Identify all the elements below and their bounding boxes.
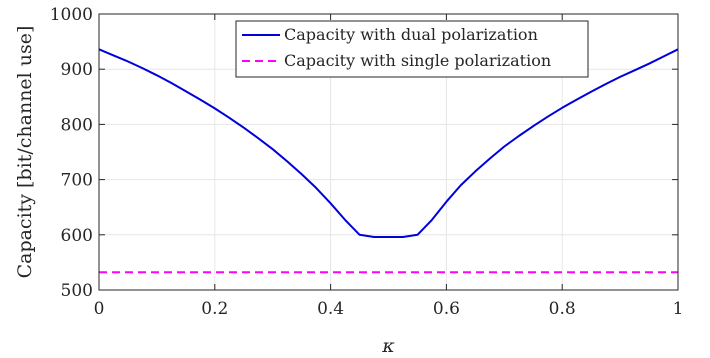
y-tick-label: 700	[61, 171, 93, 191]
y-tick-label: 1000	[50, 5, 93, 25]
series-line-1	[98, 48, 679, 238]
x-tick-label: 0.2	[201, 299, 228, 319]
x-tick-label: 0.6	[433, 299, 460, 319]
series-layer	[98, 48, 679, 274]
y-axis-label: Capacity [bit/channel use]	[14, 26, 36, 279]
x-tick-label: 0.8	[549, 299, 576, 319]
legend: Capacity with dual polarization Capacity …	[235, 20, 589, 78]
y-tick-label: 900	[61, 60, 93, 80]
x-tick-label: 1	[673, 299, 684, 319]
x-axis-label: κ	[381, 335, 395, 357]
x-tick-label: 0	[94, 299, 105, 319]
x-tick-label: 0.4	[317, 299, 344, 319]
y-tick-label: 600	[61, 226, 93, 246]
legend-box	[235, 20, 589, 78]
y-tick-label: 500	[61, 281, 93, 301]
plot-frame	[98, 13, 679, 291]
legend-label-1: Capacity with dual polarization	[284, 25, 538, 44]
y-tick-label: 800	[61, 115, 93, 135]
ticks-layer: 0 0.2 0.4 0.6 0.8 1 500 600 700 800 900 1000	[50, 5, 684, 319]
legend-label-2: Capacity with single polarization	[284, 51, 551, 70]
